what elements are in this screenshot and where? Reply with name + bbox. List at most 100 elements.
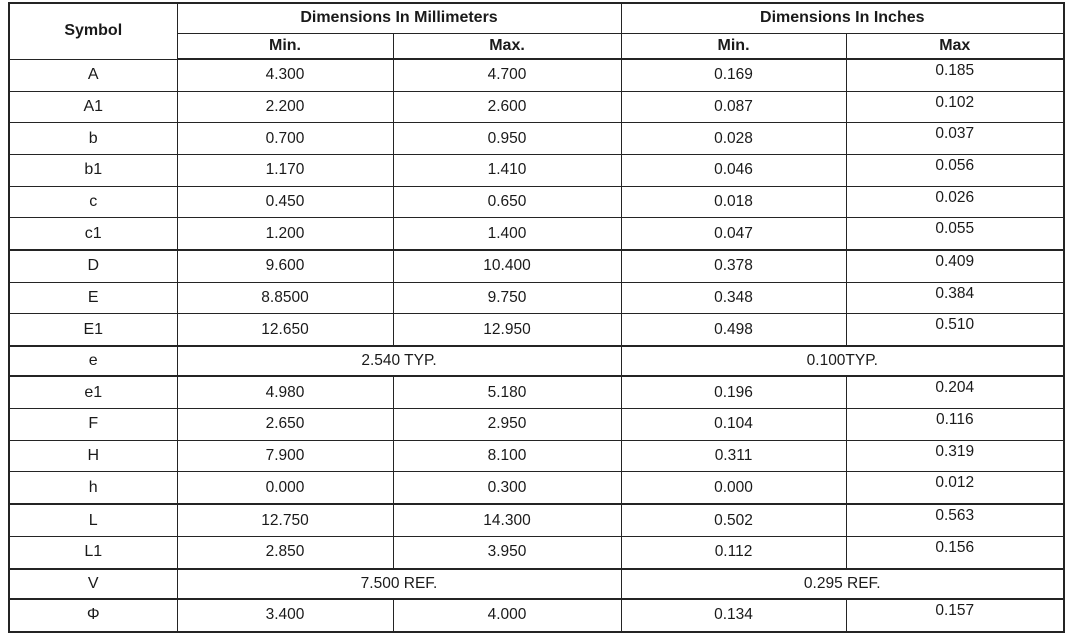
symbol-cell: L	[8, 503, 178, 537]
mm-min-cell: 4.300	[176, 58, 394, 92]
table-row: e 2.540 TYP. 0.100TYP.	[8, 345, 1065, 378]
header-mm-max: Max.	[392, 32, 622, 60]
inch-max-cell: 0.156	[845, 535, 1065, 570]
symbol-cell: Φ	[8, 598, 178, 633]
table-row: b1 1.170 1.410 0.046 0.056	[8, 153, 1065, 187]
inch-min-cell: 0.000	[620, 471, 847, 505]
mm-max-cell: 4.700	[392, 58, 622, 92]
inch-min-cell: 0.348	[620, 281, 847, 315]
mm-max-cell: 9.750	[392, 281, 622, 315]
mm-min-cell: 9.600	[176, 248, 394, 283]
symbol-cell: A1	[8, 90, 178, 124]
inch-min-cell: 0.502	[620, 503, 847, 537]
table-row: h 0.000 0.300 0.000 0.012	[8, 471, 1065, 505]
inch-min-cell: 0.196	[620, 375, 847, 410]
mm-max-cell: 10.400	[392, 248, 622, 283]
table-row: F 2.650 2.950 0.104 0.116	[8, 408, 1065, 441]
symbol-cell: e1	[8, 375, 178, 410]
inch-min-cell: 0.047	[620, 217, 847, 251]
inch-min-cell: 0.018	[620, 185, 847, 219]
header-inch-min: Min.	[620, 32, 847, 60]
table-row: c1 1.200 1.400 0.047 0.055	[8, 217, 1065, 251]
table-row: H 7.900 8.100 0.311 0.319	[8, 439, 1065, 473]
mm-span-cell: 2.540 TYP.	[176, 345, 622, 378]
mm-max-cell: 8.100	[392, 439, 622, 473]
table-header: Symbol Dimensions In Millimeters Dimensi…	[8, 2, 1065, 60]
inch-min-cell: 0.046	[620, 153, 847, 187]
symbol-cell: L1	[8, 535, 178, 570]
table-row: c 0.450 0.650 0.018 0.026	[8, 185, 1065, 219]
mm-max-cell: 3.950	[392, 535, 622, 570]
inch-max-cell: 0.563	[845, 503, 1065, 537]
header-mm-min: Min.	[176, 32, 394, 60]
inch-min-cell: 0.087	[620, 90, 847, 124]
mm-min-cell: 12.750	[176, 503, 394, 537]
mm-min-cell: 1.170	[176, 153, 394, 187]
mm-max-cell: 1.410	[392, 153, 622, 187]
table-row: A1 2.200 2.600 0.087 0.102	[8, 90, 1065, 124]
mm-min-cell: 0.700	[176, 122, 394, 155]
inch-max-cell: 0.204	[845, 375, 1065, 410]
inch-max-cell: 0.157	[845, 598, 1065, 633]
inch-min-cell: 0.311	[620, 439, 847, 473]
inch-span-cell: 0.100TYP.	[620, 345, 1065, 378]
inch-max-cell: 0.102	[845, 90, 1065, 124]
table-row: V 7.500 REF. 0.295 REF.	[8, 567, 1065, 600]
header-minmax-row: Min. Max. Min. Max	[9, 32, 1065, 60]
inch-max-cell: 0.116	[845, 408, 1065, 441]
header-group-row: Symbol Dimensions In Millimeters Dimensi…	[8, 2, 1065, 60]
mm-min-cell: 8.8500	[176, 281, 394, 315]
inch-max-cell: 0.026	[845, 185, 1065, 219]
mm-min-cell: 0.450	[176, 185, 394, 219]
inch-min-cell: 0.169	[620, 58, 847, 92]
mm-min-cell: 3.400	[176, 598, 394, 633]
symbol-cell: b	[8, 122, 178, 155]
table-row: e1 4.980 5.180 0.196 0.204	[8, 375, 1065, 410]
inch-max-cell: 0.185	[845, 58, 1065, 92]
symbol-cell: E	[8, 281, 178, 315]
header-inch-group: Dimensions In Inches	[620, 2, 1065, 34]
header-mm-group: Dimensions In Millimeters	[176, 2, 622, 34]
header-symbol: Symbol	[8, 2, 178, 60]
table-row: Φ 3.400 4.000 0.134 0.157	[8, 598, 1065, 633]
symbol-cell: V	[8, 567, 178, 600]
package-dimensions-table: Symbol Dimensions In Millimeters Dimensi…	[8, 2, 1066, 633]
inch-max-cell: 0.037	[845, 122, 1065, 155]
table-row: A 4.300 4.700 0.169 0.185	[8, 58, 1065, 92]
inch-min-cell: 0.028	[620, 122, 847, 155]
symbol-cell: e	[8, 345, 178, 378]
mm-min-cell: 2.850	[176, 535, 394, 570]
mm-max-cell: 5.180	[392, 375, 622, 410]
symbol-cell: b1	[8, 153, 178, 187]
mm-max-cell: 12.950	[392, 313, 622, 347]
mm-max-cell: 0.300	[392, 471, 622, 505]
mm-min-cell: 1.200	[176, 217, 394, 251]
inch-max-cell: 0.056	[845, 153, 1065, 187]
mm-min-cell: 4.980	[176, 375, 394, 410]
inch-max-cell: 0.409	[845, 248, 1065, 283]
inch-min-cell: 0.498	[620, 313, 847, 347]
table-row: D 9.600 10.400 0.378 0.409	[8, 248, 1065, 283]
symbol-cell: D	[8, 248, 178, 283]
symbol-cell: A	[8, 58, 178, 92]
table-row: L1 2.850 3.950 0.112 0.156	[8, 535, 1065, 570]
inch-min-cell: 0.104	[620, 408, 847, 441]
symbol-cell: F	[8, 408, 178, 441]
mm-max-cell: 2.950	[392, 408, 622, 441]
inch-min-cell: 0.112	[620, 535, 847, 570]
mm-min-cell: 0.000	[176, 471, 394, 505]
symbol-cell: h	[8, 471, 178, 505]
mm-max-cell: 0.950	[392, 122, 622, 155]
inch-max-cell: 0.510	[845, 313, 1065, 347]
table-row: E 8.8500 9.750 0.348 0.384	[8, 281, 1065, 315]
table-row: L 12.750 14.300 0.502 0.563	[8, 503, 1065, 537]
mm-max-cell: 0.650	[392, 185, 622, 219]
header-inch-max: Max	[845, 32, 1065, 60]
mm-max-cell: 2.600	[392, 90, 622, 124]
mm-max-cell: 14.300	[392, 503, 622, 537]
mm-min-cell: 2.650	[176, 408, 394, 441]
mm-min-cell: 2.200	[176, 90, 394, 124]
symbol-cell: c1	[8, 217, 178, 251]
inch-max-cell: 0.055	[845, 217, 1065, 251]
